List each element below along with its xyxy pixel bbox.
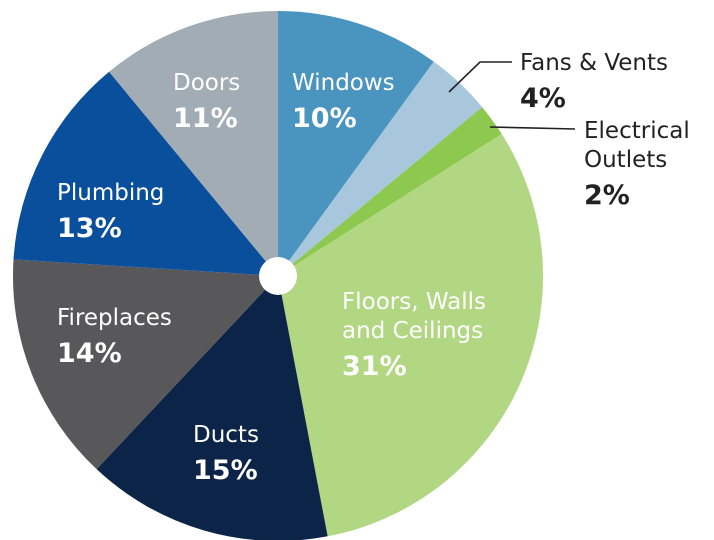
pie-slice-fireplaces xyxy=(12,259,279,470)
leader-line-fans xyxy=(448,61,512,93)
slice-label-electrical-line1: Electrical xyxy=(584,118,690,144)
slice-label-fans: Fans & Vents xyxy=(520,50,668,76)
slice-label-electrical-line2: Outlets xyxy=(584,147,667,173)
leader-lines xyxy=(448,61,576,130)
slice-label-plumbing: Plumbing xyxy=(57,180,164,206)
slice-label-fireplaces: Fireplaces xyxy=(57,305,172,331)
slice-value-doors: 11% xyxy=(173,103,238,134)
slice-value-electrical: 2% xyxy=(584,180,630,211)
slice-value-windows: 10% xyxy=(292,103,357,134)
center-hole xyxy=(259,257,297,295)
pie-slice-doors xyxy=(109,11,278,276)
pie-slice-electrical xyxy=(278,107,502,276)
pie-slice-windows xyxy=(278,11,434,276)
slice-value-fireplaces: 14% xyxy=(57,338,122,369)
slice-label-floors-line2: and Ceilings xyxy=(342,318,483,344)
pie-slice-ducts xyxy=(96,276,328,540)
slice-value-fans: 4% xyxy=(520,83,566,114)
slice-labels: Windows 10% Fans & Vents 4% Electrical Outlet… xyxy=(57,50,690,486)
leader-line-electrical xyxy=(489,126,576,130)
slice-label-doors: Doors xyxy=(173,70,240,96)
slice-value-ducts: 15% xyxy=(193,455,258,486)
slice-value-plumbing: 13% xyxy=(57,213,122,244)
slice-value-floors: 31% xyxy=(342,351,407,382)
slice-label-ducts: Ducts xyxy=(193,422,259,448)
pie-slice-fans xyxy=(278,61,483,276)
pie-slices xyxy=(12,11,544,540)
slice-label-windows: Windows xyxy=(292,70,395,96)
pie-slice-floors xyxy=(278,134,544,537)
pie-slice-plumbing xyxy=(13,71,279,276)
slice-label-floors-line1: Floors, Walls xyxy=(342,289,486,315)
